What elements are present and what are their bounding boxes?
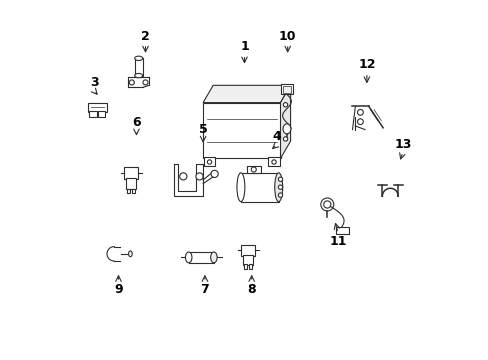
Bar — [246, 166, 261, 173]
Circle shape — [278, 177, 282, 181]
Ellipse shape — [283, 124, 290, 134]
Ellipse shape — [134, 56, 142, 60]
Circle shape — [283, 103, 287, 107]
Ellipse shape — [134, 73, 142, 78]
Circle shape — [207, 160, 211, 164]
Circle shape — [251, 167, 256, 172]
Ellipse shape — [237, 173, 244, 202]
Bar — [132, 189, 135, 193]
Bar — [248, 264, 252, 269]
Circle shape — [283, 137, 287, 141]
Bar — [336, 227, 348, 234]
Circle shape — [357, 119, 363, 125]
Text: 4: 4 — [272, 130, 281, 143]
Bar — [268, 157, 279, 166]
Text: 6: 6 — [132, 116, 141, 129]
Circle shape — [271, 160, 276, 164]
Text: 12: 12 — [357, 58, 375, 71]
Text: 3: 3 — [89, 76, 98, 89]
Circle shape — [179, 173, 186, 180]
Bar — [89, 111, 96, 117]
Text: 7: 7 — [200, 283, 209, 296]
Bar — [98, 111, 105, 117]
Circle shape — [357, 109, 363, 115]
Circle shape — [278, 193, 282, 197]
Circle shape — [320, 198, 333, 211]
Polygon shape — [203, 85, 290, 103]
Text: 2: 2 — [141, 30, 149, 42]
Text: 13: 13 — [393, 138, 411, 150]
Text: 9: 9 — [114, 283, 122, 296]
Text: 5: 5 — [198, 123, 207, 136]
Bar — [243, 255, 253, 265]
Bar — [203, 157, 215, 166]
Polygon shape — [280, 85, 290, 158]
Bar — [241, 173, 278, 202]
Polygon shape — [174, 164, 203, 196]
Bar — [203, 103, 280, 158]
Ellipse shape — [185, 252, 192, 263]
Ellipse shape — [210, 252, 217, 263]
Circle shape — [323, 201, 330, 208]
Bar — [126, 178, 136, 189]
Ellipse shape — [274, 173, 282, 202]
Bar — [134, 58, 142, 76]
Bar — [241, 245, 255, 256]
Bar — [188, 252, 213, 263]
Ellipse shape — [128, 251, 132, 257]
Text: 8: 8 — [247, 283, 256, 296]
Bar — [123, 167, 138, 179]
Text: 1: 1 — [240, 40, 248, 53]
Bar — [88, 103, 106, 112]
Bar — [244, 264, 247, 269]
Circle shape — [129, 80, 134, 85]
Circle shape — [278, 185, 282, 189]
Bar — [281, 84, 292, 94]
Circle shape — [142, 80, 148, 85]
Text: 11: 11 — [329, 235, 346, 248]
Bar — [283, 86, 290, 93]
Text: 10: 10 — [278, 30, 296, 42]
Bar — [126, 189, 130, 193]
Circle shape — [211, 170, 218, 177]
Circle shape — [196, 173, 203, 180]
